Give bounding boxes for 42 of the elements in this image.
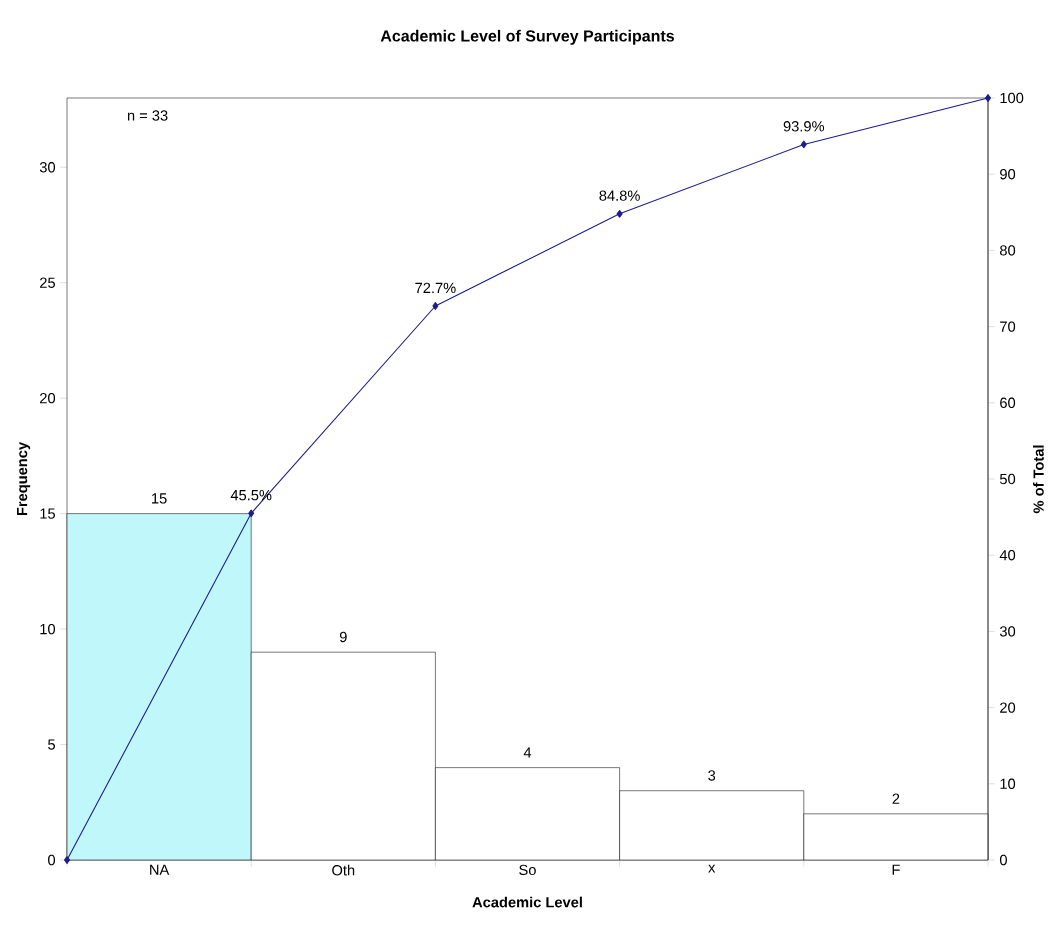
y2-tick-label: 20 <box>1000 702 1016 713</box>
x-tick-label: Oth <box>332 864 355 876</box>
y2-tick-label: 40 <box>999 550 1016 561</box>
y-tick-label: 30 <box>39 162 56 173</box>
x-tick-label: x <box>708 864 716 873</box>
x-tick-label: F <box>892 864 900 875</box>
y2-tick-label: 30 <box>999 626 1016 637</box>
y2-tick-label: 0 <box>999 854 1007 866</box>
point <box>63 856 71 864</box>
data-label: 93.9% <box>783 121 825 132</box>
point <box>432 302 439 310</box>
point <box>248 509 255 518</box>
x-tick-label: So <box>519 864 536 876</box>
chart-title: Academic Level of Survey Participants <box>380 29 674 45</box>
point <box>616 209 623 218</box>
data-label: 84.8% <box>599 190 640 201</box>
data-label: 72.7% <box>415 282 456 294</box>
y2-axis-title: % of Total <box>1033 445 1044 514</box>
data-label: 3 <box>708 770 716 781</box>
y2-tick-label: 90 <box>1000 169 1016 180</box>
y-axis-title: Frequency <box>17 441 31 516</box>
x-axis-title: Academic Level <box>472 896 582 908</box>
y-tick-label: 0 <box>48 854 56 866</box>
y-tick-label: 25 <box>40 277 55 288</box>
y2-tick-label: 50 <box>999 473 1016 485</box>
y-tick-label: 10 <box>40 623 56 635</box>
y-tick-label: 15 <box>40 508 55 519</box>
annotation: n = 33 <box>127 110 168 121</box>
y-tick-label: 5 <box>48 739 55 750</box>
data-label: 15 <box>152 493 167 504</box>
y2-tick-label: 100 <box>1000 92 1024 104</box>
data-label: 9 <box>339 631 347 643</box>
y-tick-label: 20 <box>40 393 56 404</box>
x-tick-label: NA <box>150 864 170 875</box>
y2-tick-label: 10 <box>1000 778 1016 789</box>
point <box>800 140 807 149</box>
data-label: 4 <box>523 747 532 758</box>
y2-tick-label: 70 <box>1000 321 1016 332</box>
data-label: 2 <box>892 793 900 804</box>
y2-tick-label: 60 <box>1000 397 1016 408</box>
point <box>984 94 992 102</box>
y2-tick-label: 80 <box>1000 245 1016 256</box>
